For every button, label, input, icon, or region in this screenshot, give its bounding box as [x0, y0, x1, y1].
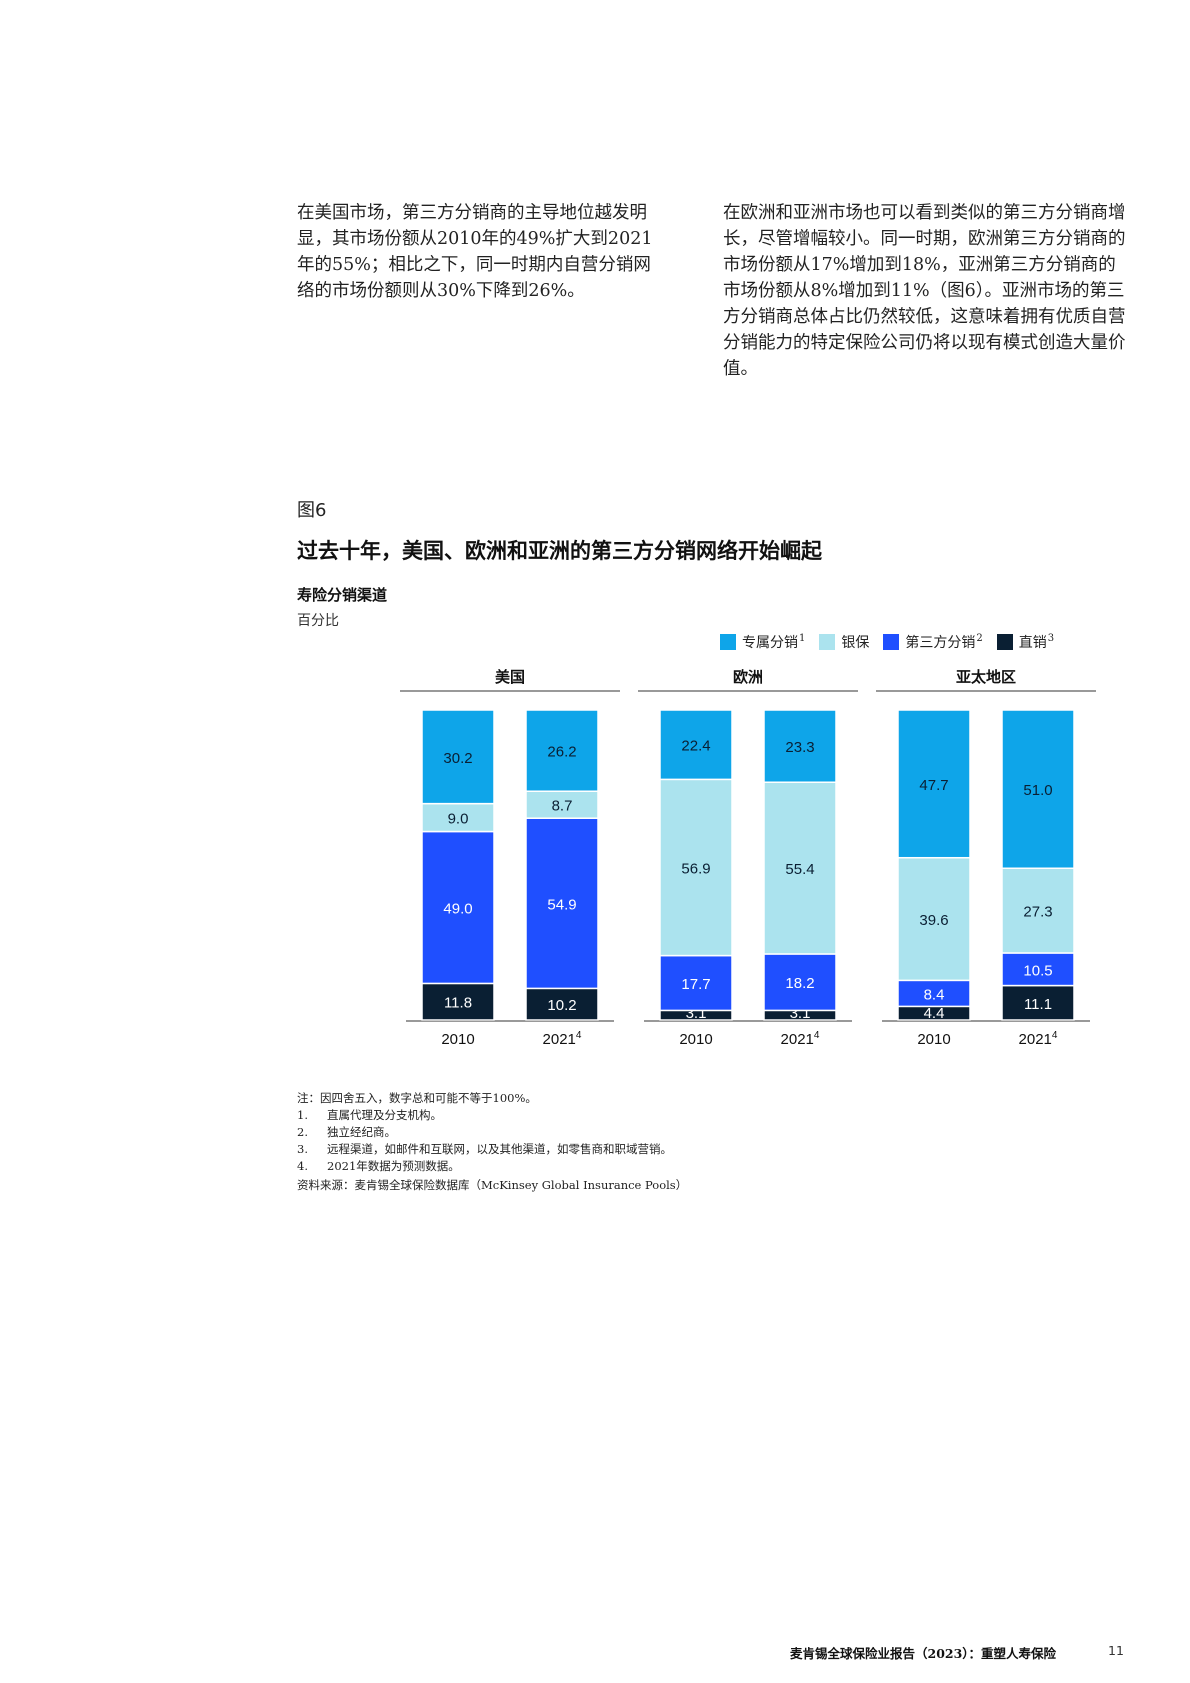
panel-title: 美国 — [495, 668, 525, 686]
data-label: 10.2 — [547, 997, 576, 1014]
legend-label: 第三方分销2 — [905, 633, 983, 651]
legend-label: 专属分销1 — [742, 633, 806, 651]
data-label: 23.3 — [785, 739, 814, 756]
legend-swatch — [883, 634, 900, 650]
figure-label: 图6 — [297, 500, 327, 521]
paragraph-right: 在欧洲和亚洲市场也可以看到类似的第三方分销商增长，尽管增幅较小。同一时期，欧洲第… — [723, 203, 1126, 379]
x-axis-label: 20214 — [543, 1030, 582, 1048]
bar-segment — [897, 979, 971, 1008]
data-label: 11.8 — [444, 995, 472, 1012]
bar-segment — [421, 982, 495, 1021]
bar-segment — [763, 953, 837, 1012]
bar-segment — [525, 709, 599, 792]
bar-segment — [659, 778, 733, 957]
stacked-bar-chart: 美国 11.8 49.0 9.0 30.2 2010 10.2 54.9 8.7 26.2 2021… — [400, 668, 1096, 1048]
note-item: 2. 独立经纪商。 — [297, 1125, 396, 1139]
figure-notes: 注：因四舍五入，数字总和可能不等于100%。 1. 直属代理及分支机构。 2. 独立… — [297, 1090, 687, 1194]
data-label: 30.2 — [443, 750, 472, 767]
bar-segment — [421, 709, 495, 805]
notes-intro: 注：因四舍五入，数字总和可能不等于100%。 — [297, 1091, 537, 1105]
figure-title: 过去十年，美国、欧洲和亚洲的第三方分销网络开始崛起 — [297, 538, 822, 563]
data-label: 56.9 — [681, 860, 710, 877]
bar-segment — [1001, 867, 1075, 954]
x-axis-label: 20214 — [1019, 1030, 1058, 1048]
data-label: 22.4 — [681, 738, 710, 755]
chart-legend: 专属分销1 银保 第三方分销2 直销3 — [720, 632, 1054, 652]
figure-subtitle: 寿险分销渠道 — [297, 586, 388, 604]
bar-segment — [1001, 984, 1075, 1021]
bar-segment — [421, 802, 495, 833]
x-axis-label: 20214 — [781, 1030, 820, 1048]
legend-swatch — [720, 634, 736, 650]
figure-unit: 百分比 — [297, 613, 339, 629]
legend-item-direct: 直销3 — [996, 632, 1055, 652]
x-axis-label: 2010 — [917, 1031, 950, 1048]
data-label: 51.0 — [1023, 782, 1052, 799]
note-item: 4. 2021年数据为预测数据。 — [297, 1159, 460, 1173]
legend-item-captive: 专属分销1 — [720, 632, 805, 652]
bar-segment — [525, 817, 599, 990]
data-label: 11.1 — [1024, 996, 1052, 1013]
legend-label: 银保 — [841, 635, 870, 651]
panel-title: 亚太地区 — [956, 668, 1016, 686]
note-item: 1. 直属代理及分支机构。 — [297, 1108, 442, 1122]
bar-segment — [525, 790, 599, 819]
panel-title: 欧洲 — [733, 668, 763, 686]
page-number: 11 — [1108, 1643, 1124, 1658]
data-label: 8.4 — [924, 986, 945, 1003]
data-label: 54.9 — [547, 896, 576, 913]
bar-segment — [763, 709, 837, 783]
bar-segment — [1001, 952, 1075, 987]
bar-segment — [763, 781, 837, 955]
bar-segment — [897, 709, 971, 859]
data-label: 18.2 — [785, 975, 814, 992]
legend-item-third-party: 第三方分销2 — [883, 632, 983, 652]
footer-title: 麦肯锡全球保险业报告（2023）：重塑人寿保险 — [790, 1646, 1057, 1661]
data-label: 49.0 — [443, 900, 472, 917]
data-label: 39.6 — [919, 912, 948, 929]
data-label: 4.4 — [924, 1005, 945, 1022]
bar-segment — [659, 709, 733, 781]
data-label: 55.4 — [785, 861, 814, 878]
data-label: 47.7 — [919, 777, 948, 794]
data-label: 9.0 — [448, 811, 469, 828]
source-note: 资料来源：麦肯锡全球保险数据库（McKinsey Global Insuranc… — [297, 1178, 688, 1192]
data-label: 10.5 — [1023, 962, 1052, 979]
legend-swatch — [996, 634, 1013, 650]
note-item: 3. 远程渠道，如邮件和互联网，以及其他渠道，如零售商和职域营销。 — [297, 1142, 672, 1156]
legend-swatch — [819, 634, 836, 650]
data-label: 26.2 — [547, 744, 576, 761]
bar-segment — [897, 856, 971, 982]
data-label: 8.7 — [552, 798, 573, 815]
legend-label: 直销3 — [1018, 633, 1055, 651]
data-label: 27.3 — [1023, 904, 1052, 921]
legend-item-bancassurance: 银保 — [819, 632, 869, 652]
data-label: 17.7 — [681, 976, 710, 993]
bar-segment — [1001, 709, 1075, 870]
x-axis-label: 2010 — [441, 1031, 474, 1048]
paragraph-left: 在美国市场，第三方分销商的主导地位越发明显，其市场份额从2010年的49%扩大到… — [297, 203, 653, 301]
x-axis-label: 2010 — [679, 1031, 712, 1048]
